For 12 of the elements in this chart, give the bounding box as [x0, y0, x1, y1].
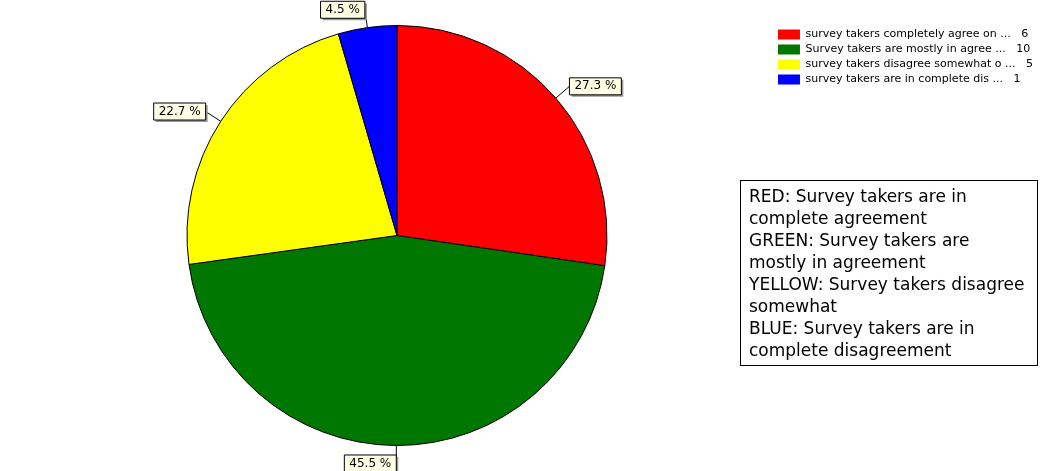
legend-label: survey takers are in complete dis ... 1 — [805, 72, 1021, 86]
text: BLUE: Survey takers are in complete disagreement — [749, 317, 976, 361]
text: YELLOW: Survey takers disagree somewhat — [749, 273, 1026, 317]
text: GREEN: Survey takers are mostly in agreement — [749, 229, 971, 273]
legend-label: Survey takers are mostly in agree ... 10 — [805, 42, 1031, 56]
legend-label: survey takers completely agree on ... 6 — [805, 27, 1029, 41]
data-label: 27.3 % — [574, 78, 617, 93]
data-label: 4.5 % — [325, 1, 360, 16]
data-label: 45.5 % — [349, 455, 392, 470]
legend-label: survey takers disagree somewhat o ... 5 — [805, 57, 1033, 71]
data-label: 22.7 % — [158, 103, 201, 118]
text: RED: Survey takers are in complete agreement — [749, 185, 968, 229]
